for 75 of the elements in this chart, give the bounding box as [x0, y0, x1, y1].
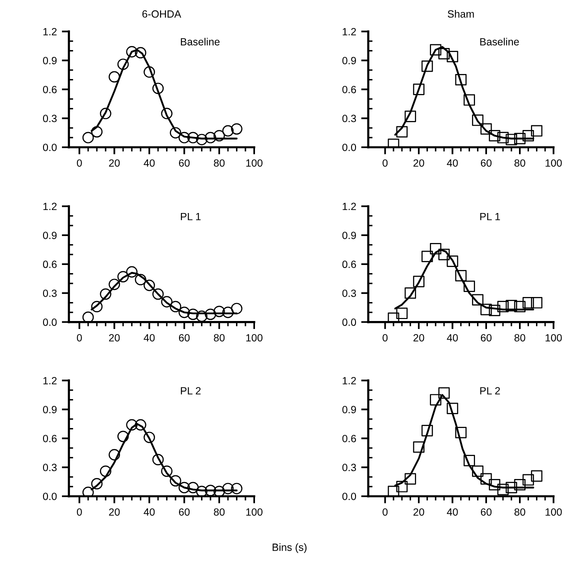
annotation: PL 2: [480, 387, 500, 394]
x-tick-label: 80: [514, 159, 526, 167]
y-tick-label: 0.0: [342, 492, 356, 500]
x-tick-label: 100: [246, 334, 262, 342]
x-tick-label: 20: [109, 508, 120, 516]
y-tick-label: 0.3: [342, 290, 356, 297]
y-tick-label: 0.3: [43, 114, 57, 122]
x-tick-label: 60: [480, 159, 492, 167]
chart-title: Sham: [448, 10, 474, 18]
x-tick-label: 0: [76, 334, 82, 342]
x-tick-label: 80: [514, 508, 526, 516]
x-tick-label: 40: [446, 508, 458, 516]
x-axis-title: Bins (s): [272, 543, 307, 554]
y-tick-label: 0.9: [342, 56, 356, 64]
y-tick-label: 1.2: [43, 376, 57, 384]
y-tick-label: 1.2: [342, 376, 356, 384]
y-tick-label: 0.0: [43, 492, 57, 500]
x-tick-label: 100: [246, 159, 262, 167]
x-tick-label: 20: [109, 159, 120, 167]
y-tick-label: 0.6: [342, 260, 356, 268]
x-tick-label: 0: [76, 508, 82, 516]
x-tick-label: 20: [414, 508, 424, 516]
x-tick-label: 80: [214, 508, 225, 516]
y-tick-label: 0.9: [342, 406, 356, 414]
x-tick-label: 40: [144, 508, 155, 516]
y-tick-label: 0.6: [43, 260, 57, 268]
annotation: PL 1: [180, 212, 201, 220]
x-tick-label: 20: [414, 159, 424, 167]
x-tick-label: 0: [382, 334, 388, 342]
y-tick-label: 0.9: [43, 232, 57, 240]
y-tick-label: 0.3: [43, 290, 57, 297]
y-tick-label: 1.2: [342, 202, 356, 210]
y-tick-label: 1.2: [43, 202, 57, 210]
x-tick-label: 0: [76, 159, 82, 167]
x-tick-label: 60: [179, 334, 190, 342]
x-tick-label: 60: [179, 508, 190, 516]
annotation: Baseline: [480, 38, 519, 46]
y-tick-label: 0.3: [342, 464, 356, 472]
x-tick-label: 80: [514, 334, 526, 342]
annotation: PL 2: [180, 387, 201, 394]
y-tick-label: 1.2: [342, 28, 356, 36]
y-tick-label: 0.6: [342, 86, 356, 94]
x-tick-label: 40: [144, 334, 155, 342]
y-tick-label: 0.9: [43, 406, 57, 414]
y-tick-label: 0.6: [342, 434, 356, 442]
y-tick-label: 0.6: [43, 86, 57, 94]
x-tick-label: 100: [246, 508, 262, 516]
x-tick-label: 20: [109, 334, 120, 342]
x-tick-label: 100: [546, 508, 562, 516]
x-tick-label: 100: [546, 334, 562, 342]
y-tick-label: 0.9: [43, 56, 57, 64]
y-tick-label: 0.0: [43, 318, 57, 326]
x-tick-label: 20: [414, 334, 424, 342]
annotation: PL 1: [480, 212, 500, 220]
x-tick-label: 80: [214, 159, 225, 167]
x-tick-label: 60: [480, 334, 492, 342]
y-tick-label: 0.3: [43, 464, 57, 472]
annotation: Baseline: [180, 38, 220, 46]
y-tick-label: 1.2: [43, 28, 57, 36]
x-tick-label: 40: [144, 159, 155, 167]
x-tick-label: 0: [382, 159, 388, 167]
chart-title: 6-OHDA: [142, 10, 182, 18]
y-tick-label: 0.3: [342, 114, 356, 122]
y-tick-label: 0.6: [43, 434, 57, 442]
x-tick-label: 100: [546, 159, 562, 167]
x-tick-label: 0: [382, 508, 388, 516]
y-tick-label: 0.0: [43, 144, 57, 152]
x-tick-label: 40: [446, 334, 458, 342]
x-tick-label: 80: [214, 334, 225, 342]
y-tick-label: 0.0: [342, 318, 356, 326]
y-tick-label: 0.0: [342, 144, 356, 152]
x-tick-label: 40: [446, 159, 458, 167]
x-tick-label: 60: [179, 159, 190, 167]
y-tick-label: 0.9: [342, 232, 356, 240]
x-tick-label: 60: [480, 508, 492, 516]
